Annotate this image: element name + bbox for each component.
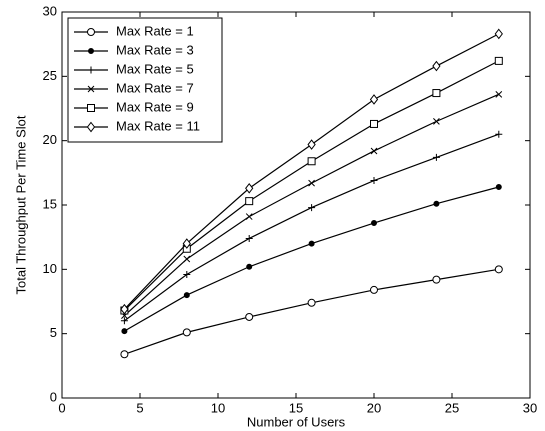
marker — [308, 179, 315, 187]
legend-marker — [87, 28, 95, 36]
legend-marker — [87, 85, 95, 93]
legend-label: Max Rate = 5 — [116, 61, 194, 76]
y-tick-label: 30 — [43, 3, 57, 18]
marker — [182, 328, 191, 337]
x-tick-label: 15 — [289, 400, 303, 415]
marker — [370, 119, 378, 128]
marker — [370, 147, 378, 155]
x-tick-label: 25 — [445, 400, 459, 415]
legend-label: Max Rate = 11 — [116, 118, 200, 133]
y-tick-label: 25 — [43, 68, 57, 83]
marker — [183, 270, 191, 278]
marker — [369, 94, 379, 105]
legend-marker — [87, 104, 95, 112]
x-tick-label: 20 — [367, 400, 381, 415]
legend-marker — [87, 66, 95, 74]
x-tick-label: 0 — [58, 400, 65, 415]
y-tick-label: 5 — [50, 325, 57, 340]
marker — [432, 60, 441, 72]
legend-marker — [86, 121, 96, 133]
marker — [245, 182, 254, 194]
legend-box — [67, 17, 223, 143]
legend-label: Max Rate = 3 — [116, 42, 194, 57]
marker — [371, 220, 377, 227]
marker — [120, 303, 129, 315]
marker — [494, 265, 503, 274]
marker — [494, 56, 503, 65]
marker — [494, 28, 503, 40]
marker — [495, 130, 503, 138]
marker — [245, 312, 254, 321]
marker — [183, 255, 191, 263]
marker — [432, 275, 441, 284]
legend-marker — [88, 48, 94, 54]
marker — [308, 240, 315, 247]
marker — [121, 328, 128, 335]
marker — [183, 292, 190, 299]
y-tick-label: 15 — [43, 196, 57, 211]
legend-label: Max Rate = 1 — [116, 23, 194, 38]
y-tick-label: 0 — [50, 389, 57, 404]
marker — [370, 285, 378, 294]
x-tick-label: 30 — [523, 400, 537, 415]
legend-label: Max Rate = 9 — [116, 99, 194, 114]
marker — [432, 153, 440, 161]
marker — [307, 139, 316, 150]
marker — [433, 118, 440, 125]
series-line — [124, 268, 499, 355]
legend-label: Max Rate = 7 — [116, 80, 194, 95]
y-tick-label: 20 — [43, 132, 57, 147]
x-tick-label: 5 — [136, 400, 143, 415]
marker — [120, 317, 128, 325]
marker — [307, 157, 316, 166]
y-axis-label: Total Throughput Per Time Slot — [13, 115, 28, 294]
marker — [308, 204, 316, 212]
y-tick-label: 10 — [43, 261, 57, 276]
marker — [120, 350, 129, 359]
marker — [182, 238, 191, 249]
x-axis-label: Number of Users — [247, 414, 346, 429]
marker — [370, 177, 378, 185]
marker — [495, 183, 502, 190]
marker — [307, 298, 316, 307]
marker — [246, 263, 253, 270]
marker — [245, 197, 254, 206]
marker — [433, 200, 440, 207]
marker — [245, 234, 253, 242]
marker — [495, 90, 503, 98]
x-tick-label: 10 — [211, 400, 225, 415]
marker — [245, 213, 253, 220]
marker — [432, 89, 441, 98]
